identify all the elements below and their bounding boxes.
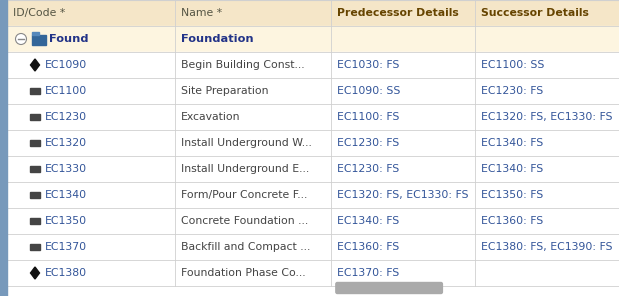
Text: Backfill and Compact ...: Backfill and Compact ...: [181, 242, 311, 252]
Bar: [7, 78, 619, 104]
Bar: [7, 260, 619, 286]
Bar: [30, 192, 40, 198]
Text: Concrete Foundation ...: Concrete Foundation ...: [181, 216, 308, 226]
Text: EC1340: EC1340: [45, 190, 87, 200]
Text: EC1100: FS: EC1100: FS: [337, 112, 400, 122]
Bar: [32, 35, 46, 45]
Text: Predecessor Details: Predecessor Details: [337, 8, 459, 18]
Polygon shape: [30, 59, 40, 71]
Text: EC1100: SS: EC1100: SS: [481, 60, 545, 70]
Bar: [30, 218, 40, 224]
Bar: [7, 104, 619, 130]
Text: Install Underground W...: Install Underground W...: [181, 138, 312, 148]
Text: Foundation: Foundation: [181, 34, 254, 44]
Text: EC1380: FS, EC1390: FS: EC1380: FS, EC1390: FS: [481, 242, 613, 252]
Text: Successor Details: Successor Details: [481, 8, 589, 18]
Text: EC1340: FS: EC1340: FS: [337, 216, 400, 226]
FancyBboxPatch shape: [336, 282, 443, 294]
Text: EC1370: FS: EC1370: FS: [337, 268, 400, 278]
Bar: [30, 88, 40, 94]
Text: EC1340: FS: EC1340: FS: [481, 164, 543, 174]
Text: EC1350: EC1350: [45, 216, 87, 226]
Bar: [30, 166, 40, 172]
Text: EC1330: EC1330: [45, 164, 87, 174]
Text: Foundation Phase Co...: Foundation Phase Co...: [181, 268, 306, 278]
Bar: [7, 156, 619, 182]
Text: EC1360: FS: EC1360: FS: [337, 242, 400, 252]
Text: EC1360: FS: EC1360: FS: [481, 216, 543, 226]
Bar: [7, 0, 619, 26]
Text: Site Preparation: Site Preparation: [181, 86, 269, 96]
Text: Name *: Name *: [181, 8, 222, 18]
Text: EC1230: FS: EC1230: FS: [481, 86, 543, 96]
Text: Install Underground E...: Install Underground E...: [181, 164, 310, 174]
Text: Begin Building Const...: Begin Building Const...: [181, 60, 305, 70]
Bar: [30, 244, 40, 250]
Bar: [7, 182, 619, 208]
Text: Excavation: Excavation: [181, 112, 241, 122]
Bar: [7, 208, 619, 234]
Bar: [7, 234, 619, 260]
Text: EC1090: EC1090: [45, 60, 87, 70]
Text: EC1090: SS: EC1090: SS: [337, 86, 400, 96]
Text: EC1230: FS: EC1230: FS: [337, 138, 400, 148]
Text: Form/Pour Concrete F...: Form/Pour Concrete F...: [181, 190, 308, 200]
Bar: [0, 0, 7, 296]
Bar: [7, 26, 619, 52]
Text: EC1320: FS, EC1330: FS: EC1320: FS, EC1330: FS: [337, 190, 469, 200]
Bar: [32, 32, 39, 35]
Circle shape: [15, 33, 27, 44]
Text: EC1320: EC1320: [45, 138, 87, 148]
Text: EC1340: FS: EC1340: FS: [481, 138, 543, 148]
Polygon shape: [30, 267, 40, 279]
Bar: [30, 114, 40, 120]
Bar: [30, 140, 40, 146]
Text: EC1230: EC1230: [45, 112, 87, 122]
Text: EC1320: FS, EC1330: FS: EC1320: FS, EC1330: FS: [481, 112, 613, 122]
Text: EC1100: EC1100: [45, 86, 87, 96]
Bar: [7, 130, 619, 156]
Text: Found: Found: [49, 34, 89, 44]
Text: EC1230: FS: EC1230: FS: [337, 164, 400, 174]
Text: EC1380: EC1380: [45, 268, 87, 278]
Text: ID/Code *: ID/Code *: [13, 8, 65, 18]
Text: EC1370: EC1370: [45, 242, 87, 252]
Bar: [7, 52, 619, 78]
Text: EC1350: FS: EC1350: FS: [481, 190, 543, 200]
Text: EC1030: FS: EC1030: FS: [337, 60, 400, 70]
